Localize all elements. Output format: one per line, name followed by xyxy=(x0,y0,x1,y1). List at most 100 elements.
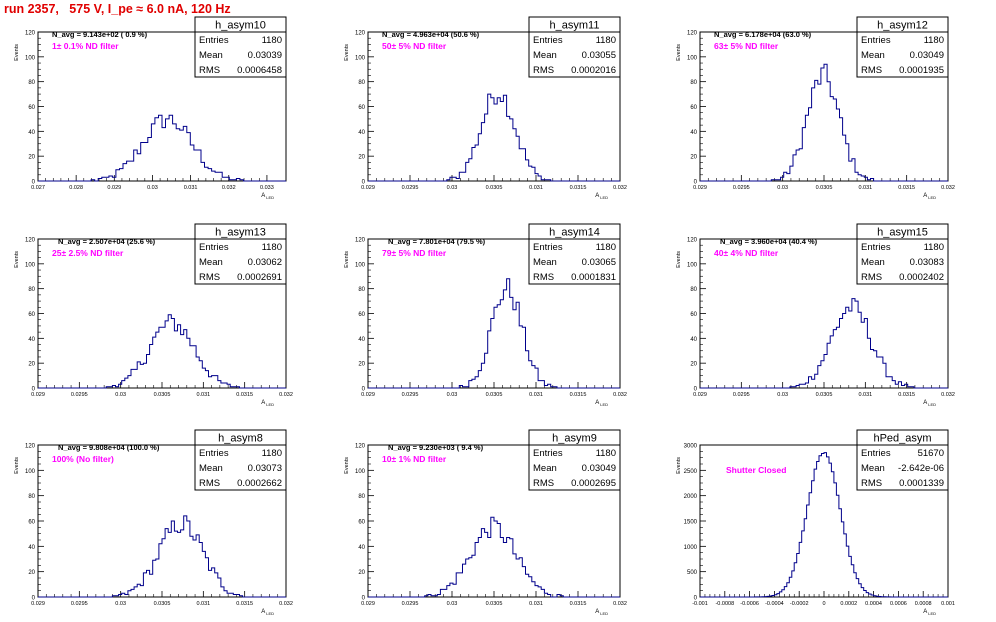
stats-value: 0.03073 xyxy=(248,463,282,474)
x-tick-label: 0.0315 xyxy=(570,392,587,398)
x-tick-label: 0 xyxy=(822,601,825,607)
x-tick-label: 0.031 xyxy=(184,185,198,191)
y-tick-label: 60 xyxy=(28,105,35,111)
y-axis-label: Events xyxy=(14,44,20,61)
x-tick-label: 0.03 xyxy=(777,392,788,398)
navg-text: N_avg = 9.230e+03 ( 9.4 %) xyxy=(388,443,484,452)
y-tick-label: 0 xyxy=(32,180,36,186)
x-tick-label: 0.0295 xyxy=(733,392,750,398)
x-tick-label: 0.0305 xyxy=(486,601,503,607)
stats-value: 0.0002695 xyxy=(571,478,616,489)
stats-frame xyxy=(856,444,949,491)
stats-key: Mean xyxy=(533,257,557,268)
histogram-line xyxy=(38,515,286,598)
x-tick-label: 0.0006 xyxy=(890,601,907,607)
x-tick-label: 0.0002 xyxy=(840,601,857,607)
stats-value: 1180 xyxy=(596,35,616,46)
x-tick-label: 0.029 xyxy=(361,601,375,607)
y-tick-label: 80 xyxy=(358,80,365,86)
y-axis-label: Events xyxy=(344,457,350,474)
stats-key: Entries xyxy=(533,448,563,459)
y-tick-label: 80 xyxy=(690,287,697,293)
navg-text: N_avg = 2.507e+04 (25.6 %) xyxy=(58,237,156,246)
x-tick-label: 0.032 xyxy=(222,185,236,191)
stats-key: Entries xyxy=(861,448,891,459)
x-tick-label: -0.0008 xyxy=(715,601,734,607)
y-tick-label: 20 xyxy=(358,155,365,161)
stats-box: h_asym10 Entries 1180 Mean 0.03039 RMS 0.00064… xyxy=(194,16,287,78)
x-tick-label: 0.031 xyxy=(529,392,543,398)
stats-title: h_asym13 xyxy=(215,227,266,239)
y-tick-label: 100 xyxy=(355,55,366,61)
histogram-line xyxy=(38,114,286,182)
y-axis-label: Events xyxy=(676,457,682,474)
x-tick-label: -0.0006 xyxy=(740,601,759,607)
stats-box: h_asym13 Entries 1180 Mean 0.03062 RMS 0.00026… xyxy=(194,223,287,285)
stats-title: h_asym11 xyxy=(550,20,600,32)
x-tick-label: 0.0008 xyxy=(915,601,932,607)
y-tick-label: 60 xyxy=(690,105,697,111)
x-tick-label: 0.032 xyxy=(613,392,627,398)
x-tick-label: 0.032 xyxy=(279,601,293,607)
x-tick-label: 0.0305 xyxy=(486,185,503,191)
histogram-line xyxy=(368,93,620,182)
x-tick-label: 0.029 xyxy=(361,185,375,191)
x-tick-label: 0.029 xyxy=(31,601,45,607)
histogram-line xyxy=(700,452,948,598)
y-tick-label: 80 xyxy=(28,494,35,500)
y-tick-label: 60 xyxy=(28,520,35,526)
x-tick-label: 0.0315 xyxy=(570,185,587,191)
y-axis-label: Events xyxy=(676,251,682,268)
stats-key: RMS xyxy=(861,478,882,489)
x-tick-label: 0.029 xyxy=(31,392,45,398)
stats-key: Entries xyxy=(199,242,229,253)
y-tick-label: 40 xyxy=(28,337,35,343)
y-tick-label: 20 xyxy=(28,570,35,576)
stats-value: 0.0002691 xyxy=(237,272,282,283)
panel-h_asym8: 0 20 40 60 80 100 120 0.029 0.0295 0.03 0.0305 0.03… xyxy=(14,429,293,616)
filter-label: 40± 4% ND filter xyxy=(714,248,779,258)
y-tick-label: 1000 xyxy=(684,545,698,551)
y-tick-label: 120 xyxy=(25,444,36,450)
y-tick-label: 40 xyxy=(28,545,35,551)
y-axis-label: Events xyxy=(676,44,682,61)
y-tick-label: 120 xyxy=(25,31,36,37)
y-tick-label: 0 xyxy=(32,596,36,602)
y-axis-label: Events xyxy=(14,457,20,474)
stats-box: hPed_asym Entries 51670 Mean -2.642e-06 RMS 0.… xyxy=(856,429,949,491)
stats-key: Mean xyxy=(533,50,557,61)
histogram-line xyxy=(368,516,620,598)
y-tick-label: 40 xyxy=(690,130,697,136)
y-tick-label: 1500 xyxy=(684,520,698,526)
y-tick-label: 20 xyxy=(28,155,35,161)
x-tick-label: 0.0315 xyxy=(898,392,915,398)
panel-h_asym11: 0 20 40 60 80 100 120 0.029 0.0295 0.03 0.0305 0.03… xyxy=(344,16,627,200)
y-tick-label: 0 xyxy=(362,387,366,393)
stats-value: 0.03055 xyxy=(582,50,616,61)
stats-key: Mean xyxy=(861,257,885,268)
stats-frame xyxy=(856,238,949,285)
stats-value: 0.03049 xyxy=(910,50,944,61)
filter-label: 63± 5% ND filter xyxy=(714,41,779,51)
x-tick-label: 0.032 xyxy=(613,601,627,607)
stats-key: Entries xyxy=(861,242,891,253)
stats-key: Mean xyxy=(533,463,557,474)
x-tick-label: 0.0305 xyxy=(486,392,503,398)
x-tick-label: 0.03 xyxy=(115,601,126,607)
y-tick-label: 40 xyxy=(358,337,365,343)
y-tick-label: 100 xyxy=(355,262,366,268)
stats-value: 1180 xyxy=(262,35,282,46)
y-tick-label: 100 xyxy=(25,469,36,475)
x-axis-label-sub: LED xyxy=(600,402,608,407)
stats-value: -2.642e-06 xyxy=(898,463,944,474)
navg-text: N_avg = 6.178e+04 (63.0 %) xyxy=(714,30,812,39)
stats-key: Mean xyxy=(199,257,223,268)
stats-title: hPed_asym xyxy=(873,433,931,445)
x-axis-label-sub: LED xyxy=(266,611,274,616)
x-tick-label: 0.032 xyxy=(613,185,627,191)
stats-frame xyxy=(856,31,949,78)
stats-value: 1180 xyxy=(262,242,282,253)
x-tick-label: 0.029 xyxy=(361,392,375,398)
x-axis-label: ALED xyxy=(261,193,274,200)
stats-value: 1180 xyxy=(924,242,944,253)
